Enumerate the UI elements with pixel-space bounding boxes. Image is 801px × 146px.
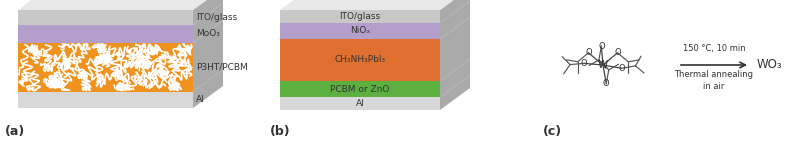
- Text: O: O: [614, 48, 621, 57]
- Polygon shape: [440, 17, 470, 81]
- Text: ITO/glass: ITO/glass: [196, 13, 237, 22]
- Text: O: O: [598, 42, 605, 51]
- Text: 150 °C, 10 min: 150 °C, 10 min: [682, 44, 745, 53]
- Text: O: O: [586, 48, 592, 57]
- Polygon shape: [193, 70, 223, 108]
- Polygon shape: [440, 59, 470, 97]
- Polygon shape: [193, 21, 223, 92]
- Text: O: O: [618, 64, 625, 73]
- Text: PCBM or ZnO: PCBM or ZnO: [330, 85, 390, 94]
- Bar: [18, 92, 193, 108]
- Text: O: O: [581, 59, 587, 68]
- Bar: [280, 81, 440, 97]
- Polygon shape: [193, 0, 223, 25]
- Bar: [18, 25, 193, 43]
- Text: WO₃: WO₃: [757, 59, 783, 72]
- Text: Al: Al: [196, 95, 205, 104]
- Text: NiOₓ: NiOₓ: [350, 26, 370, 35]
- Polygon shape: [18, 0, 223, 10]
- Polygon shape: [440, 75, 470, 110]
- Text: (a): (a): [5, 125, 26, 138]
- Text: W: W: [598, 60, 608, 70]
- Text: Thermal annealing: Thermal annealing: [674, 70, 754, 79]
- Polygon shape: [440, 1, 470, 39]
- Text: ITO/glass: ITO/glass: [340, 12, 380, 21]
- Text: Al: Al: [356, 99, 364, 108]
- Polygon shape: [280, 0, 470, 10]
- Text: P3HT/PCBM: P3HT/PCBM: [196, 63, 248, 72]
- Polygon shape: [440, 0, 470, 23]
- Bar: [280, 39, 440, 81]
- Polygon shape: [193, 3, 223, 43]
- Text: CH₃NH₃PbI₃: CH₃NH₃PbI₃: [335, 55, 385, 65]
- Bar: [280, 10, 440, 23]
- Text: in air: in air: [703, 82, 725, 91]
- Text: O: O: [603, 79, 610, 88]
- Bar: [280, 97, 440, 110]
- Text: (c): (c): [543, 125, 562, 138]
- Text: MoO₃: MoO₃: [196, 29, 220, 38]
- Text: (b): (b): [270, 125, 291, 138]
- Bar: [18, 10, 193, 25]
- Bar: [280, 23, 440, 39]
- Bar: [18, 43, 193, 92]
